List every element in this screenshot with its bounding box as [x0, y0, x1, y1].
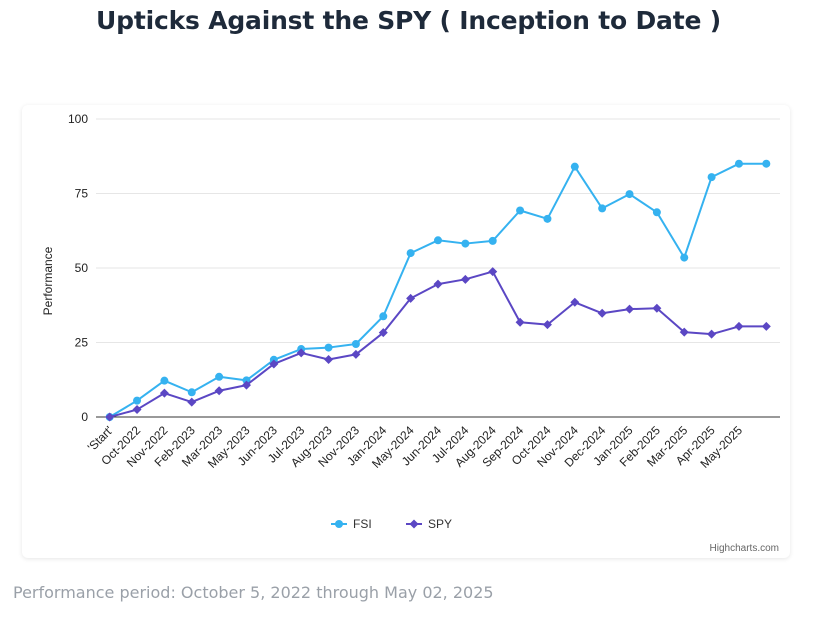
- spy-point[interactable]: [433, 279, 443, 289]
- fsi-point[interactable]: [351, 339, 360, 348]
- fsi-point[interactable]: [625, 190, 634, 199]
- spy-point[interactable]: [707, 329, 717, 339]
- fsi-point[interactable]: [406, 249, 415, 258]
- legend[interactable]: FSI SPY: [331, 517, 452, 531]
- series-group: [105, 159, 771, 422]
- spy-point[interactable]: [460, 274, 470, 284]
- fsi-point[interactable]: [652, 208, 661, 217]
- spy-point[interactable]: [132, 405, 142, 415]
- spy-point[interactable]: [570, 297, 580, 307]
- spy-point[interactable]: [488, 267, 498, 277]
- spy-point[interactable]: [324, 354, 334, 364]
- spy-point[interactable]: [734, 321, 744, 331]
- legend-label[interactable]: SPY: [428, 517, 452, 531]
- y-tick-label: 25: [75, 336, 89, 350]
- series-spy[interactable]: [105, 267, 771, 422]
- fsi-point[interactable]: [570, 162, 579, 171]
- chart-container: 0 25 50 75 100 'Start' Oct-2022 Nov-2022 Feb-20…: [22, 105, 790, 558]
- series-fsi[interactable]: [105, 159, 771, 421]
- page-title: Upticks Against the SPY ( Inception to D…: [96, 6, 721, 35]
- credits-link[interactable]: Highcharts.com: [710, 543, 779, 554]
- fsi-point[interactable]: [133, 396, 142, 405]
- fsi-point[interactable]: [488, 236, 497, 245]
- legend-item-fsi[interactable]: FSI: [331, 517, 372, 531]
- spy-point[interactable]: [652, 303, 662, 313]
- fsi-point[interactable]: [516, 206, 525, 215]
- fsi-point[interactable]: [434, 236, 442, 245]
- x-axis-ticks: 'Start'Oct-2022Nov-2022Feb-2023Mar-2023M…: [85, 423, 746, 471]
- spy-point[interactable]: [378, 328, 388, 338]
- spy-point[interactable]: [406, 293, 416, 303]
- legend-item-spy[interactable]: SPY: [406, 517, 452, 531]
- legend-diamond-marker: [409, 519, 419, 529]
- spy-point[interactable]: [597, 308, 607, 318]
- y-axis-ticks: 0 25 50 75 100: [68, 112, 88, 424]
- spy-point[interactable]: [187, 397, 197, 407]
- fsi-point[interactable]: [680, 253, 689, 262]
- legend-circle-marker: [335, 520, 343, 528]
- line-chart: 0 25 50 75 100 'Start'Oct-2022Nov-2022Feb-20…: [41, 112, 780, 554]
- fsi-point[interactable]: [707, 173, 716, 182]
- fsi-point[interactable]: [598, 204, 607, 213]
- spy-point[interactable]: [105, 412, 115, 422]
- spy-point[interactable]: [679, 327, 689, 337]
- fsi-point[interactable]: [215, 372, 224, 381]
- y-tick-label: 0: [81, 410, 88, 424]
- fsi-point[interactable]: [543, 214, 552, 223]
- spy-point[interactable]: [625, 304, 635, 314]
- spy-point[interactable]: [241, 380, 251, 390]
- spy-point[interactable]: [214, 386, 224, 396]
- fsi-point[interactable]: [160, 376, 169, 385]
- fsi-point[interactable]: [324, 343, 333, 352]
- y-tick-label: 100: [68, 112, 88, 126]
- spy-point[interactable]: [269, 359, 279, 369]
- y-axis-title: Performance: [41, 246, 55, 315]
- spy-point[interactable]: [296, 348, 306, 358]
- spy-point[interactable]: [761, 321, 771, 331]
- grid-lines: [96, 118, 780, 418]
- spy-point[interactable]: [515, 317, 525, 327]
- y-tick-label: 50: [75, 261, 89, 275]
- legend-label[interactable]: FSI: [353, 517, 372, 531]
- performance-period-note: Performance period: October 5, 2022 thro…: [13, 583, 494, 602]
- fsi-point[interactable]: [734, 159, 743, 168]
- spy-point[interactable]: [351, 349, 361, 359]
- fsi-point[interactable]: [379, 312, 388, 321]
- y-tick-label: 75: [75, 187, 89, 201]
- fsi-point[interactable]: [461, 239, 470, 248]
- fsi-point[interactable]: [187, 388, 196, 397]
- spy-line[interactable]: [108, 270, 768, 418]
- fsi-line[interactable]: [108, 162, 768, 418]
- fsi-point[interactable]: [762, 159, 771, 168]
- spy-point[interactable]: [542, 320, 552, 330]
- spy-point[interactable]: [159, 388, 169, 398]
